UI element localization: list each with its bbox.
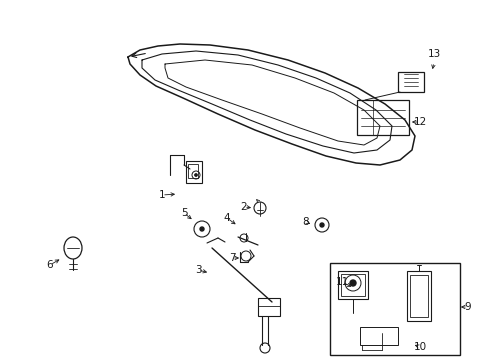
Bar [356, 100, 408, 135]
Bar [397, 72, 423, 92]
Text: 11: 11 [335, 277, 348, 287]
Bar [359, 327, 397, 345]
Text: 5: 5 [181, 208, 187, 218]
Bar [337, 271, 367, 299]
Text: 4: 4 [223, 213, 230, 223]
Text: 6: 6 [46, 260, 53, 270]
Text: 13: 13 [427, 49, 440, 59]
Bar [329, 263, 459, 355]
Bar [409, 275, 427, 317]
Text: 2: 2 [240, 202, 247, 212]
Bar [185, 161, 202, 183]
Text: 1: 1 [159, 190, 165, 200]
Circle shape [349, 280, 355, 286]
Circle shape [194, 174, 197, 176]
Text: 3: 3 [194, 265, 201, 275]
Text: 9: 9 [464, 302, 470, 312]
Text: 8: 8 [302, 217, 309, 227]
Bar [340, 274, 364, 296]
Text: 7: 7 [228, 253, 235, 263]
Circle shape [319, 223, 324, 227]
Text: 10: 10 [412, 342, 426, 352]
Bar [187, 164, 198, 178]
Bar [406, 271, 430, 321]
Bar [258, 298, 280, 316]
Circle shape [200, 227, 203, 231]
Text: 12: 12 [412, 117, 426, 127]
